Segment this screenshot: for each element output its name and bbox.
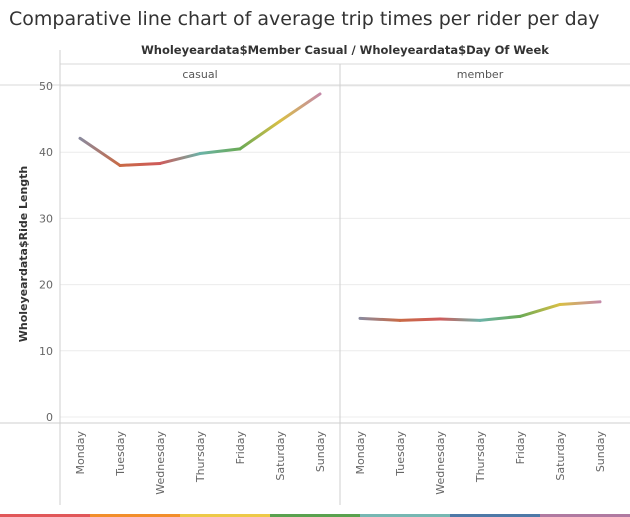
bottom-color-bar xyxy=(450,514,541,517)
line-segment-member-monday xyxy=(358,316,402,322)
bottom-color-bar xyxy=(0,514,91,517)
x-tick-label: Tuesday xyxy=(114,431,127,477)
facet-header: Wholeyeardata$Member Casual / Wholeyeard… xyxy=(141,43,549,57)
x-tick-label: Wednesday xyxy=(434,431,447,495)
x-tick-label: Sunday xyxy=(594,431,607,473)
chart-title: Comparative line chart of average trip t… xyxy=(9,8,600,30)
y-tick-label: 20 xyxy=(39,279,53,292)
line-segment-casual-tuesday xyxy=(118,161,162,167)
bottom-color-bar xyxy=(270,514,361,517)
y-tick-label: 0 xyxy=(46,411,53,424)
y-tick-label: 30 xyxy=(39,212,53,225)
y-tick-label: 10 xyxy=(39,345,53,358)
line-segment-member-saturday xyxy=(558,300,602,306)
x-tick-label: Thursday xyxy=(194,431,207,484)
panel-label-member: member xyxy=(456,68,504,81)
x-tick-label: Monday xyxy=(354,431,367,475)
x-tick-label: Friday xyxy=(234,431,247,465)
y-tick-label: 40 xyxy=(39,146,53,159)
x-tick-label: Sunday xyxy=(314,431,327,473)
line-segment-casual-saturday xyxy=(278,92,322,123)
bottom-color-bar xyxy=(180,514,271,517)
bottom-color-bar xyxy=(360,514,451,517)
x-tick-label: Saturday xyxy=(274,431,287,481)
x-tick-label: Saturday xyxy=(554,431,567,481)
line-segment-member-wednesday xyxy=(438,317,482,322)
x-tick-label: Tuesday xyxy=(394,431,407,477)
bottom-color-bar xyxy=(90,514,181,517)
line-segment-casual-monday xyxy=(78,136,122,167)
bottom-color-bar xyxy=(540,514,630,517)
line-segment-casual-friday xyxy=(238,119,282,151)
x-tick-label: Thursday xyxy=(474,431,487,484)
line-segment-member-thursday xyxy=(478,314,522,322)
line-segment-member-tuesday xyxy=(398,317,442,322)
line-segment-member-friday xyxy=(518,302,562,318)
x-tick-label: Wednesday xyxy=(154,431,167,495)
x-tick-label: Friday xyxy=(514,431,527,465)
y-axis-label: Wholeyeardata$Ride Length xyxy=(17,166,30,343)
y-tick-label: 50 xyxy=(39,80,53,93)
line-segment-casual-thursday xyxy=(198,147,242,156)
panel-label-casual: casual xyxy=(182,68,218,81)
x-tick-label: Monday xyxy=(74,431,87,475)
line-segment-casual-wednesday xyxy=(158,152,202,165)
